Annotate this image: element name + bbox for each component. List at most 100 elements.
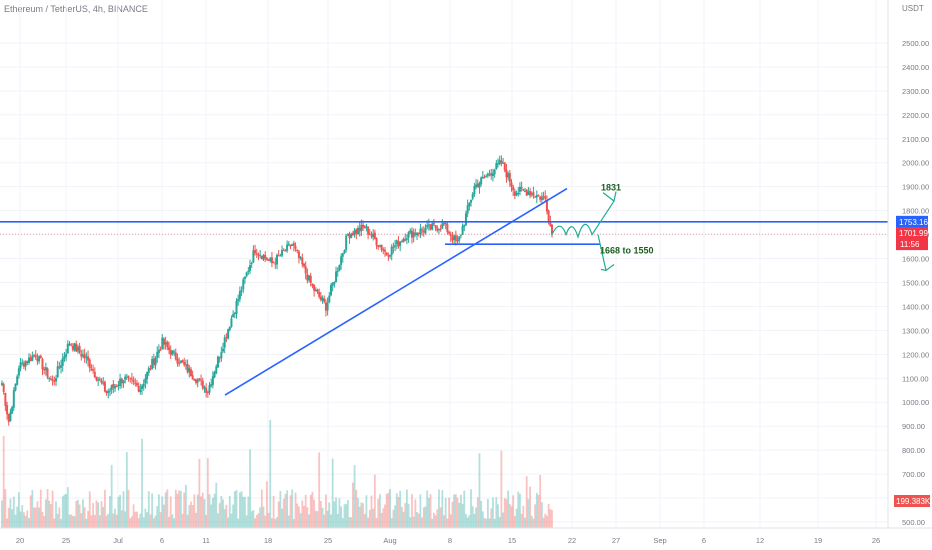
candle-body bbox=[363, 226, 366, 229]
y-tick-label: 2300.00 bbox=[902, 87, 929, 96]
volume-bar bbox=[471, 506, 474, 528]
volume-bar bbox=[379, 494, 381, 528]
candle-body bbox=[267, 260, 270, 262]
y-tick-label: 900.00 bbox=[902, 422, 925, 431]
candle-body bbox=[520, 186, 523, 189]
y-tick-label: 1100.00 bbox=[902, 374, 929, 383]
candle-body bbox=[365, 226, 368, 228]
candle-body bbox=[250, 262, 253, 264]
candle-body bbox=[502, 162, 505, 164]
volume-bar bbox=[466, 517, 469, 528]
candle-body bbox=[44, 367, 47, 371]
volume-bar bbox=[252, 509, 255, 528]
x-tick-label: 15 bbox=[508, 536, 516, 545]
candle-body bbox=[157, 349, 160, 353]
volume-bar bbox=[316, 511, 319, 528]
volume-bar bbox=[60, 518, 62, 528]
volume-bar bbox=[147, 491, 150, 528]
candle-body bbox=[208, 385, 211, 393]
volume-bar bbox=[503, 497, 506, 528]
volume-bar bbox=[411, 494, 413, 528]
candle-body bbox=[539, 196, 542, 200]
volume-bar bbox=[520, 513, 523, 528]
candle-body bbox=[22, 363, 25, 367]
volume-bar bbox=[205, 514, 208, 528]
volume-bar bbox=[196, 494, 199, 528]
volume-bar bbox=[282, 498, 285, 528]
volume-bar bbox=[449, 514, 452, 528]
volume-bar bbox=[333, 501, 336, 528]
candle-body bbox=[124, 376, 127, 380]
volume-bar bbox=[151, 493, 154, 528]
candle-body bbox=[395, 240, 398, 245]
candle-body bbox=[340, 256, 343, 265]
candle-body bbox=[451, 236, 454, 241]
projection-down-path bbox=[597, 234, 607, 271]
volume-bar bbox=[345, 503, 348, 528]
volume-bar bbox=[330, 514, 332, 528]
candle-body bbox=[107, 391, 110, 393]
candle-body bbox=[530, 193, 533, 195]
candle-body bbox=[549, 221, 552, 226]
volume-bar bbox=[225, 504, 228, 528]
volume-bar bbox=[228, 495, 231, 528]
candle-body bbox=[181, 360, 184, 363]
candle-body bbox=[176, 358, 179, 364]
volume-bar bbox=[158, 494, 160, 528]
candle-body bbox=[355, 229, 358, 234]
y-tick-label: 2500.00 bbox=[902, 39, 929, 48]
volume-bar bbox=[368, 509, 371, 528]
volume-bar bbox=[68, 514, 71, 528]
volume-bar bbox=[394, 505, 396, 528]
volume-bar bbox=[433, 512, 435, 528]
candle-body bbox=[306, 274, 309, 281]
candle-body bbox=[544, 196, 547, 199]
candle-body bbox=[76, 347, 79, 351]
volume-bar bbox=[122, 491, 125, 528]
resistance-price-label: 1753.16 bbox=[899, 218, 928, 227]
volume-bar bbox=[481, 511, 484, 528]
volume-bar bbox=[546, 515, 548, 528]
volume-bar bbox=[308, 514, 310, 528]
volume-bar bbox=[343, 504, 346, 528]
volume-bar bbox=[112, 513, 115, 528]
volume-bar bbox=[233, 491, 236, 528]
volume-bar bbox=[373, 474, 376, 528]
candle-body bbox=[222, 348, 225, 352]
volume-bar bbox=[498, 517, 501, 528]
candle-body bbox=[114, 386, 117, 389]
x-tick-label: 19 bbox=[814, 536, 822, 545]
support-trendline[interactable] bbox=[224, 187, 568, 396]
volume-bar bbox=[478, 453, 481, 528]
symbol-title: Ethereum / TetherUS, 4h, BINANCE bbox=[4, 4, 148, 14]
volume-bar bbox=[93, 514, 96, 528]
volume-bar bbox=[463, 490, 466, 528]
candle-body bbox=[186, 363, 189, 373]
volume-bar bbox=[384, 504, 386, 528]
candle-body bbox=[73, 343, 76, 351]
volume-bar bbox=[161, 496, 164, 528]
volume-bar bbox=[448, 497, 450, 528]
volume-bar bbox=[7, 507, 10, 528]
volume-bar bbox=[461, 503, 464, 528]
candle-body bbox=[358, 227, 361, 232]
candle-body bbox=[377, 245, 380, 247]
candle-body bbox=[169, 349, 172, 356]
candle-body bbox=[301, 257, 304, 265]
volume-bar bbox=[193, 494, 196, 528]
volume-bar bbox=[372, 508, 375, 528]
candle-body bbox=[193, 379, 196, 381]
volume-bar bbox=[476, 497, 479, 528]
volume-bar bbox=[363, 514, 366, 528]
candle-body bbox=[446, 224, 449, 232]
candle-body bbox=[100, 380, 103, 383]
candle-body bbox=[318, 292, 321, 297]
candle-body bbox=[171, 350, 174, 355]
candle-body bbox=[83, 354, 86, 359]
candle-body bbox=[443, 223, 446, 225]
candle-body bbox=[481, 176, 484, 179]
volume-bar bbox=[141, 438, 143, 528]
volume-bar bbox=[519, 493, 521, 528]
